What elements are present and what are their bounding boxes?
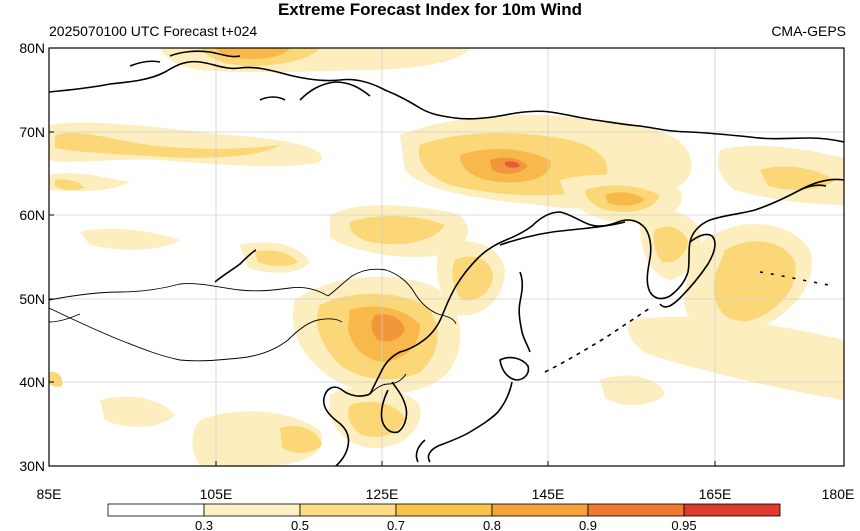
colorbar-segment <box>395 503 493 517</box>
colorbar-segment <box>587 503 685 517</box>
colorbar-threshold-label: 0.9 <box>579 518 597 531</box>
shade-south-china <box>192 411 322 466</box>
arctic-coast <box>49 60 844 143</box>
hokkaido <box>499 356 530 381</box>
kamchatka <box>659 233 716 308</box>
shade-pacific-east-core <box>713 241 796 322</box>
shade-yakutia-max <box>505 161 520 168</box>
lon-label-165e: 165E <box>699 486 732 502</box>
shade-korea-core <box>348 401 405 437</box>
colorbar-threshold-label: 0.7 <box>387 518 405 531</box>
efi-shading <box>49 48 844 466</box>
lat-label-40n: 40N <box>19 374 45 390</box>
lat-labels: 80N 70N 60N 50N 40N 30N <box>19 40 45 474</box>
lon-label-145e: 145E <box>532 486 565 502</box>
lon-labels: 85E 105E 125E 145E 165E 180E <box>37 486 855 502</box>
border-russia-mongolia <box>49 283 329 301</box>
colorbar-threshold-label: 0.95 <box>671 518 696 531</box>
lat-label-30n: 30N <box>19 458 45 474</box>
shade-west-siberia <box>49 122 322 167</box>
colorbar-segment <box>107 503 205 517</box>
lon-label-125e: 125E <box>366 486 399 502</box>
shade-chukotka-core <box>760 166 835 190</box>
shade-central-siberia-core <box>349 215 445 245</box>
okhotsk-coast <box>499 221 626 246</box>
colorbar-segment <box>683 503 781 517</box>
border-west-kazakh <box>49 313 81 323</box>
map-title: Extreme Forecast Index for 10m Wind <box>277 0 583 19</box>
shade-south-china-core <box>280 425 322 453</box>
kuril-islands <box>544 307 651 373</box>
colorbar-threshold-label: 0.8 <box>483 518 501 531</box>
lat-ticks <box>49 47 54 467</box>
colorbar-threshold-label: 0.3 <box>195 518 213 531</box>
lon-label-85e: 85E <box>37 486 62 502</box>
nz-island-2 <box>129 60 161 67</box>
shade-west-siberia-core <box>55 132 280 158</box>
lat-label-50n: 50N <box>19 291 45 307</box>
shade-amur-core <box>452 256 493 301</box>
colorbar-segment <box>491 503 589 517</box>
colorbar: 0.3 0.5 0.7 0.8 0.9 0.95 <box>107 503 781 531</box>
severnaya-island <box>259 96 286 101</box>
shade-pacific-far-east <box>628 316 844 400</box>
shade-magadan-inner <box>605 192 645 206</box>
lat-label-60n: 60N <box>19 207 45 223</box>
korea <box>380 381 408 434</box>
lat-label-70n: 70N <box>19 124 45 140</box>
map-grid <box>49 48 844 466</box>
novaya-zemlya <box>169 50 241 58</box>
chukotka-coast <box>799 184 827 191</box>
shade-kamchatka-core <box>653 226 688 263</box>
sakhalin <box>518 271 531 353</box>
run-info: 2025070100 UTC Forecast t+024 <box>49 23 258 39</box>
model-name: CMA-GEPS <box>771 23 846 39</box>
honshu <box>427 381 513 463</box>
lon-label-105e: 105E <box>200 486 233 502</box>
shade-manchuria-peak <box>371 314 405 342</box>
lat-label-80n: 80N <box>19 40 45 56</box>
border-russia-china <box>327 268 457 325</box>
lon-ticks <box>48 461 845 466</box>
shade-pacific-south <box>600 375 665 406</box>
lake-baikal <box>214 249 257 283</box>
china-east-coast <box>322 386 371 466</box>
shade-far-west-core <box>55 179 85 191</box>
coastlines <box>49 50 844 466</box>
kyushu <box>415 439 426 463</box>
shade-baikal-core <box>255 250 298 267</box>
taimyr-outline <box>299 81 371 101</box>
colorbar-segment <box>203 503 301 517</box>
border-mongolia-china <box>49 307 343 362</box>
shade-west-mid <box>80 228 180 250</box>
border-china-korea <box>369 373 407 395</box>
borders <box>49 268 457 395</box>
lon-label-180e: 180E <box>822 486 855 502</box>
shade-west-edge <box>49 371 63 387</box>
shade-west-china <box>100 396 175 427</box>
colorbar-segment <box>299 503 397 517</box>
colorbar-threshold-label: 0.5 <box>291 518 309 531</box>
map-frame <box>48 47 845 467</box>
